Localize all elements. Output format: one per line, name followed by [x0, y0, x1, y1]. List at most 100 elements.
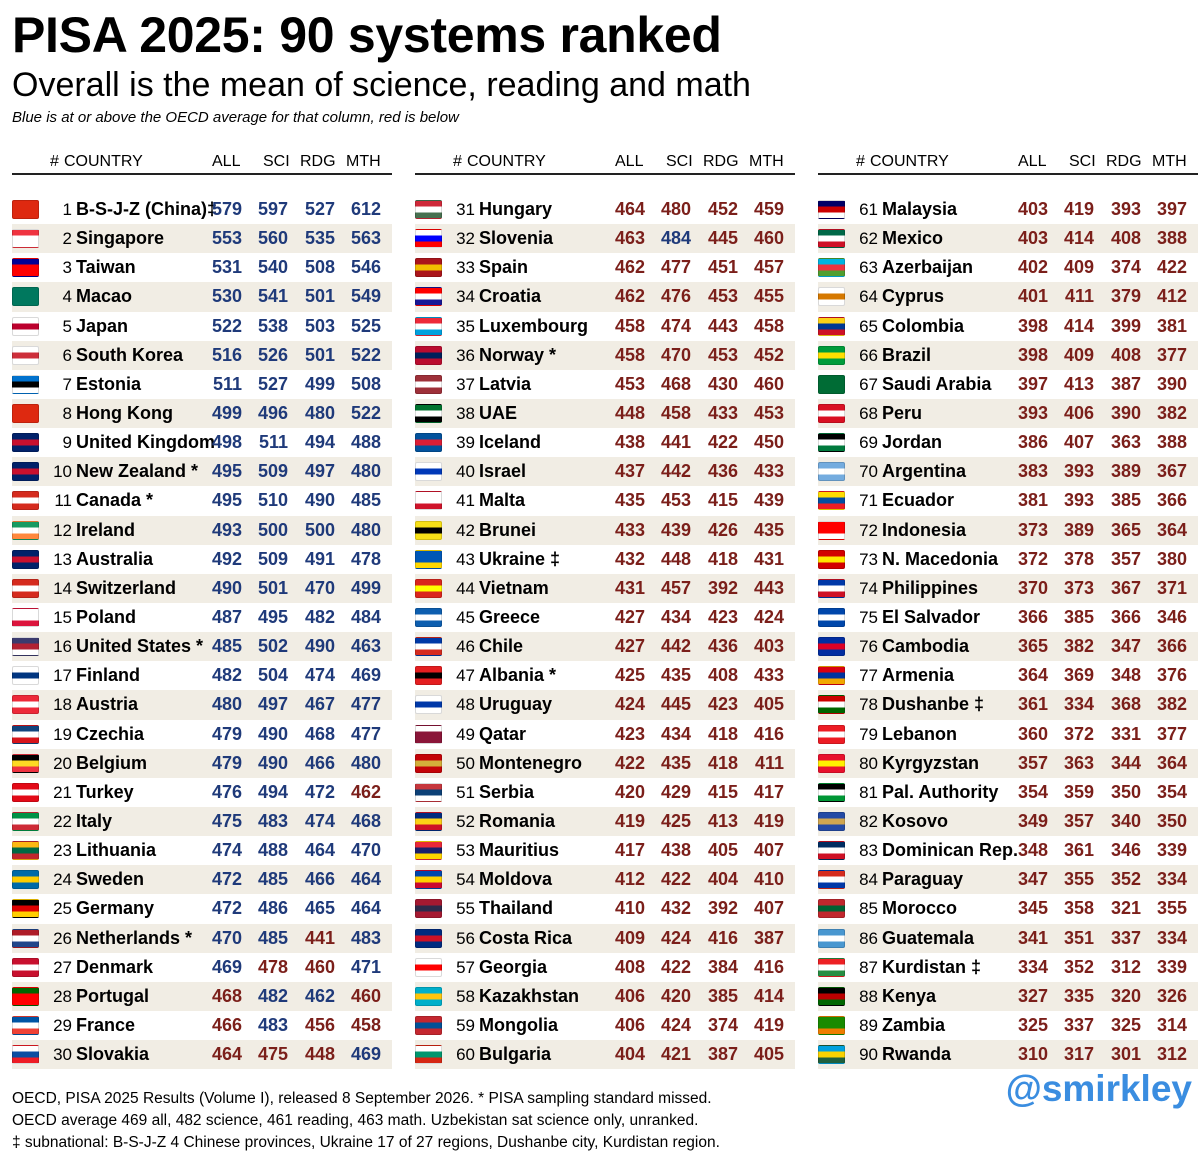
score-mth: 549 [350, 286, 381, 307]
rank-number: 47 [456, 666, 475, 686]
score-rdg: 325 [1110, 1014, 1141, 1035]
table-row: 76 Cambodia 365 382 347 366 [818, 632, 1198, 662]
rank-number: 62 [859, 229, 878, 249]
country-flag-icon [818, 841, 845, 861]
table-row: 9 United Kingdom 498 511 494 488 [12, 428, 392, 457]
score-mth: 453 [753, 402, 784, 423]
country-flag-icon [12, 870, 39, 890]
country-flag-icon [415, 229, 442, 249]
score-sci: 373 [1063, 577, 1094, 598]
score-mth: 469 [350, 665, 381, 686]
score-all: 349 [1017, 810, 1048, 831]
score-all: 401 [1017, 286, 1048, 307]
score-sci: 422 [660, 869, 691, 890]
score-all: 341 [1017, 927, 1048, 948]
table-row: 55 Thailand 410 432 392 407 [415, 894, 795, 923]
score-mth: 407 [753, 898, 784, 919]
rank-number: 75 [859, 607, 878, 627]
score-rdg: 347 [1110, 636, 1141, 657]
score-sci: 474 [660, 315, 691, 336]
score-sci: 409 [1063, 257, 1094, 278]
country-name: Brazil [882, 344, 932, 365]
country-name: Peru [882, 402, 923, 423]
country-flag-icon [415, 287, 442, 307]
score-mth: 350 [1156, 810, 1187, 831]
country-flag-icon [415, 928, 442, 948]
score-all: 470 [211, 927, 242, 948]
table-row: 52 Romania 419 425 413 419 [415, 806, 795, 837]
score-mth: 477 [350, 694, 381, 715]
score-mth: 563 [350, 228, 381, 249]
score-sci: 335 [1063, 985, 1094, 1006]
table-rows: 61 Malaysia 403 419 393 397 62 Mexico 403 414 408 3… [818, 195, 1198, 1070]
score-mth: 459 [753, 199, 784, 219]
country-name: Kosovo [882, 810, 949, 831]
country-flag-icon [818, 287, 845, 307]
country-name: N. Macedonia [882, 548, 999, 569]
rank-number: 61 [859, 200, 878, 219]
country-name: Albania * [479, 665, 557, 686]
country-name: Kenya [882, 985, 937, 1006]
score-sci: 496 [257, 402, 288, 423]
score-rdg: 456 [304, 1014, 335, 1035]
score-rdg: 443 [707, 315, 738, 336]
country-name: Mauritius [479, 840, 560, 861]
score-sci: 470 [660, 344, 691, 365]
score-rdg: 494 [304, 432, 335, 453]
table-row: 37 Latvia 453 468 430 460 [415, 370, 795, 399]
country-name: Spain [479, 257, 529, 278]
rank-number: 8 [62, 403, 72, 423]
score-all: 462 [614, 286, 645, 307]
table-row: 48 Uruguay 424 445 423 405 [415, 690, 795, 720]
table-row: 66 Brazil 398 409 408 377 [818, 340, 1198, 370]
country-name: Brunei [479, 519, 537, 540]
country-name: Jordan [882, 432, 943, 453]
score-sci: 527 [257, 373, 288, 394]
score-rdg: 423 [707, 606, 738, 627]
table-row: 54 Moldova 412 422 404 410 [415, 865, 795, 895]
table-row: 22 Italy 475 483 474 468 [12, 806, 392, 837]
score-sci: 468 [660, 373, 691, 394]
country-name: Lithuania [76, 840, 156, 861]
table-row: 62 Mexico 403 414 408 388 [818, 224, 1198, 254]
country-name: New Zealand * [76, 461, 199, 482]
country-flag-icon [12, 811, 39, 831]
score-rdg: 490 [304, 490, 335, 511]
table-row: 60 Bulgaria 404 421 387 405 [415, 1040, 795, 1070]
score-rdg: 350 [1110, 781, 1141, 802]
rank-number: 55 [456, 899, 475, 919]
rank-number: 36 [456, 345, 475, 365]
score-mth: 522 [350, 344, 381, 365]
score-sci: 413 [1063, 373, 1094, 394]
rank-number: 5 [62, 316, 72, 336]
rank-number: 14 [53, 578, 72, 598]
rank-number: 17 [53, 666, 72, 686]
rank-number: 24 [53, 870, 72, 890]
country-flag-icon [12, 345, 39, 365]
score-mth: 499 [350, 577, 381, 598]
score-mth: 381 [1156, 315, 1187, 336]
score-mth: 484 [350, 606, 381, 627]
score-sci: 483 [257, 1014, 288, 1035]
score-sci: 540 [257, 257, 288, 278]
rank-number: 57 [456, 957, 475, 977]
country-name: Romania [479, 810, 556, 831]
score-sci: 361 [1063, 840, 1094, 861]
score-sci: 393 [1063, 490, 1094, 511]
country-flag-icon [818, 374, 845, 394]
score-all: 427 [614, 636, 645, 657]
rank-number: 31 [456, 200, 475, 219]
score-mth: 468 [350, 810, 381, 831]
country-flag-icon [818, 345, 845, 365]
country-flag-icon [818, 1015, 845, 1035]
score-mth: 457 [753, 257, 784, 278]
table-row: 56 Costa Rica 409 424 416 387 [415, 923, 795, 953]
score-all: 458 [614, 315, 645, 336]
country-name: Uruguay [479, 694, 553, 715]
score-sci: 334 [1063, 694, 1094, 715]
country-flag-icon [818, 782, 845, 802]
rank-number: 80 [859, 753, 878, 773]
table-row: 70 Argentina 383 393 389 367 [818, 457, 1198, 487]
table-row: 82 Kosovo 349 357 340 350 [818, 806, 1198, 837]
score-all: 485 [211, 636, 242, 657]
